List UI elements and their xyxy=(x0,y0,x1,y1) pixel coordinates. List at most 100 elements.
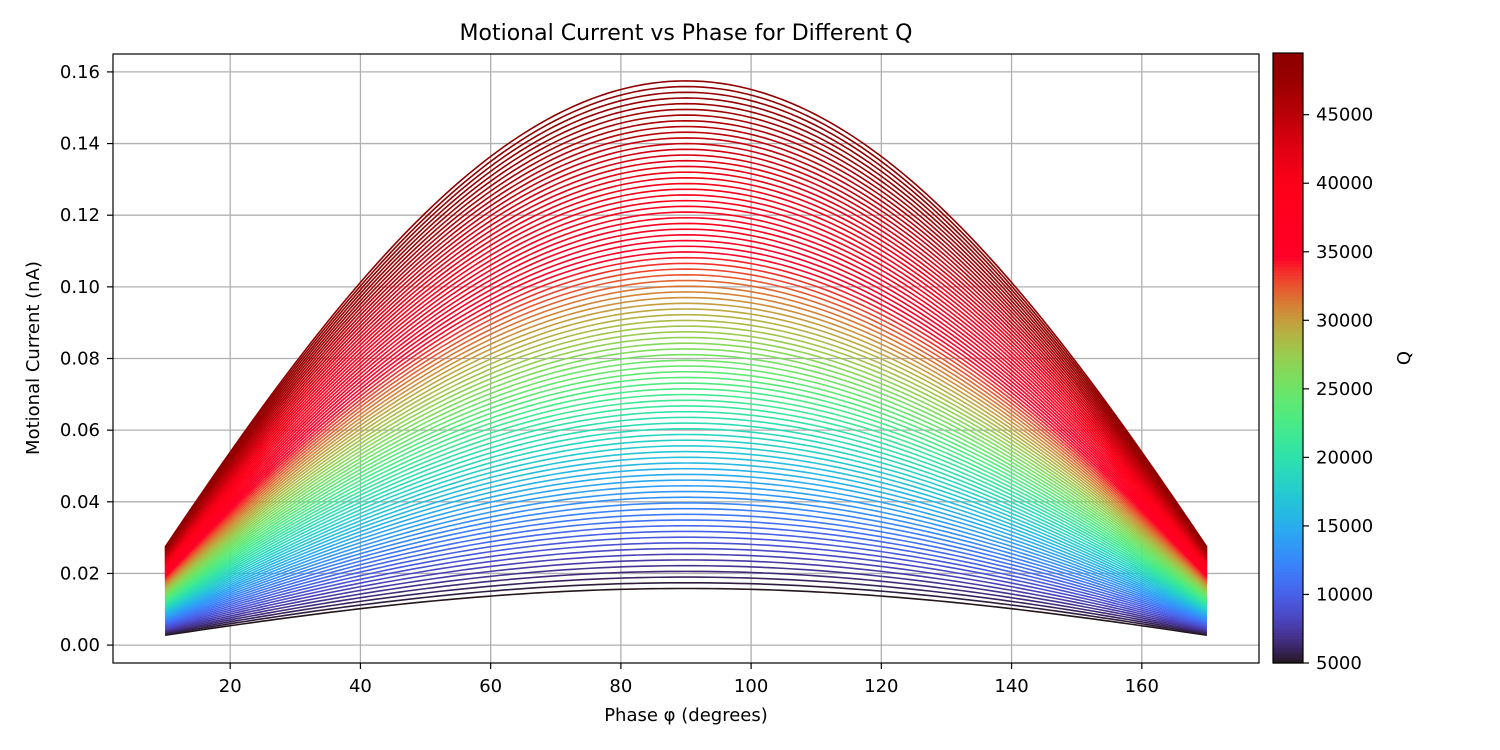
colorbar-segment xyxy=(1273,59,1303,63)
colorbar-segment xyxy=(1273,382,1303,387)
x-tick-label: 100 xyxy=(734,676,768,697)
series-line-q-22000 xyxy=(164,393,1208,603)
series-line-q-24000 xyxy=(164,370,1208,599)
colorbar-segment xyxy=(1273,583,1303,588)
colorbar-segment xyxy=(1273,629,1303,634)
x-axis-label: Phase φ (degrees) xyxy=(604,705,768,726)
series-line-q-13000 xyxy=(164,496,1208,621)
colorbar-tick-label: 20000 xyxy=(1316,447,1373,468)
colorbar-segment xyxy=(1273,351,1303,356)
series-line-q-28500 xyxy=(164,319,1208,590)
series-line-q-43000 xyxy=(164,154,1208,561)
colorbar-segment xyxy=(1273,415,1303,420)
colorbar-segment xyxy=(1273,522,1303,527)
colorbar-segment xyxy=(1273,544,1303,548)
colorbar-segment xyxy=(1273,458,1303,463)
colorbar-segment xyxy=(1273,196,1303,200)
colorbar-segment xyxy=(1273,608,1303,612)
series-line-q-45000 xyxy=(164,131,1208,557)
colorbar-segment xyxy=(1273,428,1303,432)
colorbar-segment xyxy=(1273,336,1303,341)
series-line-q-36000 xyxy=(164,234,1208,575)
colorbar-segment xyxy=(1273,504,1303,509)
series-line-q-42000 xyxy=(164,165,1208,563)
colorbar-segment xyxy=(1273,129,1303,133)
colorbar-segment xyxy=(1273,245,1303,249)
colorbar-segment xyxy=(1273,162,1303,167)
series-line-q-17000 xyxy=(164,450,1208,613)
colorbar-segment xyxy=(1273,647,1303,652)
colorbar-segment xyxy=(1273,571,1303,576)
colorbar-segment xyxy=(1273,537,1303,542)
colorbar-segment xyxy=(1273,501,1303,505)
series-line-q-25500 xyxy=(164,353,1208,596)
colorbar-segment xyxy=(1273,461,1303,466)
series-line-q-30000 xyxy=(164,302,1208,587)
colorbar-segment xyxy=(1273,101,1303,106)
colorbar-segment xyxy=(1273,150,1303,155)
colorbar-segment xyxy=(1273,83,1303,88)
colorbar-segment xyxy=(1273,211,1303,216)
colorbar-tick-label: 30000 xyxy=(1316,310,1373,331)
series-line-q-42500 xyxy=(164,159,1208,562)
colorbar-segment xyxy=(1273,422,1303,426)
colorbar-segment xyxy=(1273,589,1303,594)
colorbar-segment xyxy=(1273,114,1303,118)
series-line-q-47500 xyxy=(164,102,1208,552)
colorbar-segment xyxy=(1273,74,1303,78)
colorbar-segment xyxy=(1273,476,1303,481)
colorbar-tick-label: 25000 xyxy=(1316,379,1373,400)
colorbar-segment xyxy=(1273,611,1303,615)
colorbar-segment xyxy=(1273,617,1303,621)
colorbar-segment xyxy=(1273,565,1303,570)
series-line-q-25000 xyxy=(164,359,1208,597)
colorbar-segment xyxy=(1273,400,1303,405)
colorbar-segment xyxy=(1273,406,1303,411)
colorbar-segment xyxy=(1273,595,1303,600)
series-line-q-20000 xyxy=(164,416,1208,607)
colorbar-segment xyxy=(1273,586,1303,591)
colorbar-segment xyxy=(1273,656,1303,661)
colorbar-segment xyxy=(1273,354,1303,359)
y-tick-label: 0.00 xyxy=(60,635,100,656)
series-line-q-49500 xyxy=(164,80,1208,548)
colorbar-tick-label: 15000 xyxy=(1316,516,1373,537)
series-line-q-40500 xyxy=(164,182,1208,566)
series-line-q-23500 xyxy=(164,376,1208,600)
series-line-q-21000 xyxy=(164,405,1208,605)
colorbar-segment xyxy=(1273,452,1303,457)
series-line-q-26500 xyxy=(164,342,1208,594)
colorbar-segment xyxy=(1273,56,1303,60)
colorbar-segment xyxy=(1273,653,1303,658)
series-line-q-38500 xyxy=(164,205,1208,570)
colorbar-segment xyxy=(1273,266,1303,271)
series-line-q-19500 xyxy=(164,422,1208,608)
colorbar-segment xyxy=(1273,602,1303,606)
colorbar-segment xyxy=(1273,290,1303,295)
colorbar-segment xyxy=(1273,303,1303,307)
y-tick-label: 0.14 xyxy=(60,134,100,155)
colorbar-segment xyxy=(1273,361,1303,365)
colorbar-segment xyxy=(1273,562,1303,566)
colorbar-ticks: 5000 10000 15000 20000 25000 30000 35000 40000 4… xyxy=(1303,105,1373,674)
colorbar-segment xyxy=(1273,110,1303,115)
colorbar-segment xyxy=(1273,275,1303,280)
series-line-q-44000 xyxy=(164,142,1208,559)
colorbar-segment xyxy=(1273,620,1303,624)
series-line-q-35500 xyxy=(164,239,1208,576)
colorbar-segment xyxy=(1273,53,1303,57)
colorbar-segment xyxy=(1273,358,1303,362)
colorbar-segment xyxy=(1273,138,1303,143)
colorbar-tick-label: 45000 xyxy=(1316,105,1373,126)
series-line-q-5500 xyxy=(164,581,1208,636)
colorbar-segment xyxy=(1273,153,1303,158)
colorbar: 5000 10000 15000 20000 25000 30000 35000 40000 4… xyxy=(1272,52,1415,674)
colorbar-segment xyxy=(1273,605,1303,609)
colorbar-segment xyxy=(1273,498,1303,502)
series-line-q-46500 xyxy=(164,114,1208,554)
series-line-q-12500 xyxy=(164,502,1208,622)
series-line-q-28000 xyxy=(164,325,1208,591)
series-line-q-39500 xyxy=(164,194,1208,568)
colorbar-segment xyxy=(1273,431,1303,435)
colorbar-tick-label: 35000 xyxy=(1316,242,1373,263)
